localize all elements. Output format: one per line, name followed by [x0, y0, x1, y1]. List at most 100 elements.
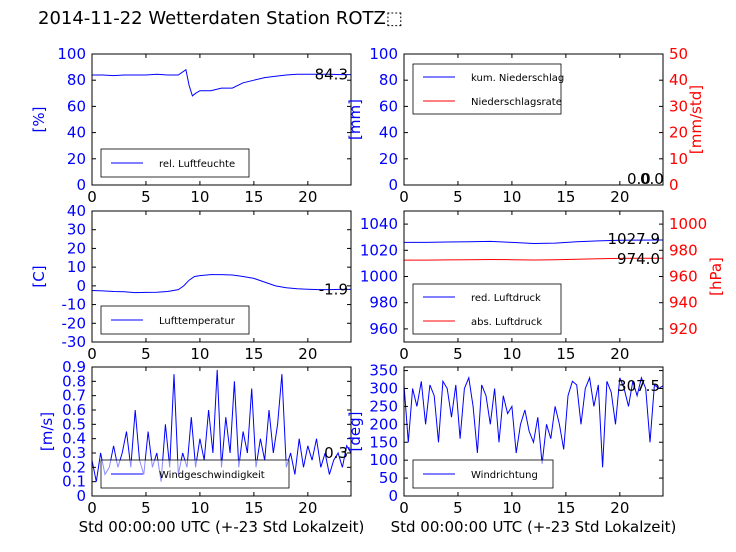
page-title: 2014-11-22 Wetterdaten Station ROTZ⬚: [38, 8, 403, 29]
value-label: 307.5: [617, 377, 660, 395]
y-tick-label-right: 980: [669, 241, 698, 259]
panel-windspeed: 0 5 10 15 2000.10.20.30.40.50.60.70.80.9[m/s…: [38, 358, 364, 536]
y-tick-label: 60: [379, 97, 398, 115]
y-tick-label-right: 920: [669, 320, 698, 338]
x-axis-label: Std 00:00:00 UTC (+-23 Std Lokalzeit): [391, 518, 677, 536]
y-axis-label: [deg]: [346, 412, 364, 452]
y-tick-label: 300: [369, 380, 398, 398]
value-label: 84.3: [315, 66, 348, 84]
y-tick-label: 100: [369, 45, 398, 63]
x-tick-label: 10: [502, 345, 521, 363]
y-tick-label: 1020: [360, 241, 398, 259]
y-tick-label: 0: [76, 176, 86, 194]
series-line-pressure-1: [404, 257, 663, 261]
y-tick-label-right: 940: [669, 294, 698, 312]
y-tick-label: -20: [62, 314, 87, 332]
y-tick-label: 20: [67, 150, 86, 168]
series-line-temperature-0: [92, 274, 351, 294]
legend-label: Windgeschwindigkeit: [159, 470, 265, 481]
x-tick-label: 0: [87, 345, 97, 363]
panel-humidity: 0 5 10 15 20 0 20 40 60 80 100 [%] rel. Luftfeuchte 8…: [30, 45, 352, 206]
y-axis-label: [mm]: [346, 99, 364, 140]
x-tick-label: 20: [298, 499, 317, 517]
y-axis-label: [C]: [30, 265, 48, 287]
y-tick-label: 200: [369, 415, 398, 433]
x-tick-label: 10: [190, 188, 209, 206]
y-tick-label: 0: [388, 487, 398, 505]
x-tick-label: 5: [453, 188, 463, 206]
y-tick-label: 1040: [360, 215, 398, 233]
x-axis-label: Std 00:00:00 UTC (+-23 Std Lokalzeit): [79, 518, 365, 536]
x-tick-label: 5: [141, 188, 151, 206]
x-tick-label: 0: [87, 188, 97, 206]
y-axis-label: [m/s]: [38, 412, 56, 451]
panel-precip: 0 5 10 15 20 0 20 40 60 80 100 0 10 20 30 40 50 [mm] [mm/s…: [346, 45, 705, 206]
y-tick-label-right: 0: [669, 176, 679, 194]
y-axis-label: [%]: [30, 107, 48, 133]
y-tick-label: 100: [369, 451, 398, 469]
y-axis-label-right: [hPa]: [707, 257, 725, 296]
y-tick-label: 20: [379, 150, 398, 168]
series-line-winddir-0: [404, 375, 663, 468]
legend-label: abs. Luftdruck: [471, 317, 542, 328]
x-tick-label: 20: [610, 188, 629, 206]
x-tick-label: 15: [244, 345, 263, 363]
y-tick-label: 0.5: [62, 415, 86, 433]
value-label: 1027.9: [608, 230, 661, 248]
x-tick-label: 5: [141, 345, 151, 363]
x-tick-label: 5: [453, 345, 463, 363]
y-tick-label-right: 50: [669, 45, 688, 63]
y-tick-label: 40: [67, 202, 86, 220]
x-tick-label: 20: [610, 499, 629, 517]
value-label: 974.0: [617, 250, 660, 268]
y-tick-label-right: 1000: [669, 215, 707, 233]
x-tick-label: 20: [298, 345, 317, 363]
legend-label: red. Luftdruck: [471, 293, 541, 304]
value-label: 0.3: [324, 444, 348, 462]
x-tick-label: 10: [190, 499, 209, 517]
x-tick-label: 10: [502, 188, 521, 206]
x-tick-label: 15: [244, 188, 263, 206]
y-tick-label: 40: [379, 124, 398, 142]
x-tick-label: 15: [556, 188, 575, 206]
y-tick-label: 100: [57, 45, 86, 63]
y-tick-label: 0.3: [62, 444, 86, 462]
y-tick-label: 30: [67, 221, 86, 239]
legend-label: Niederschlagsrate: [471, 97, 562, 108]
value-label: 0.0: [627, 170, 651, 188]
y-tick-label: 980: [369, 294, 398, 312]
y-tick-label: 60: [67, 97, 86, 115]
panel-temperature: 0 5 10 15 20-30-20-10010203040[C]Lufttempera…: [30, 202, 352, 363]
y-tick-label: 0.4: [62, 430, 86, 448]
plot-frame: [403, 53, 664, 186]
legend-box: [412, 63, 562, 115]
plot-frame: [91, 53, 352, 186]
plot-frame: [403, 366, 664, 497]
y-tick-label: 10: [67, 258, 86, 276]
panel-pressure: 0 5 10 15 20 960 980 1000 1020 1040 920 940 960 980 10…: [360, 210, 725, 363]
y-tick-label-right: 40: [669, 71, 688, 89]
x-tick-label: 5: [453, 499, 463, 517]
y-tick-label: 0.2: [62, 458, 86, 476]
y-axis-label-right: [mm/std]: [687, 85, 705, 154]
x-tick-label: 0: [399, 499, 409, 517]
y-tick-label: 80: [67, 71, 86, 89]
x-tick-label: 15: [244, 499, 263, 517]
y-tick-label-right: 10: [669, 150, 688, 168]
y-tick-label: 0: [388, 176, 398, 194]
x-tick-label: 5: [141, 499, 151, 517]
x-tick-label: 0: [87, 499, 97, 517]
y-tick-label: 0.1: [62, 473, 86, 491]
plot-frame: [91, 210, 352, 343]
y-tick-label: 0.8: [62, 372, 86, 390]
y-tick-label: 350: [369, 362, 398, 380]
y-tick-label-right: 20: [669, 124, 688, 142]
x-tick-label: 0: [399, 188, 409, 206]
x-tick-label: 20: [298, 188, 317, 206]
y-tick-label: 80: [379, 71, 398, 89]
y-tick-label: 20: [67, 239, 86, 257]
y-tick-label: 40: [67, 124, 86, 142]
x-tick-label: 15: [556, 499, 575, 517]
y-tick-label: 0: [76, 277, 86, 295]
